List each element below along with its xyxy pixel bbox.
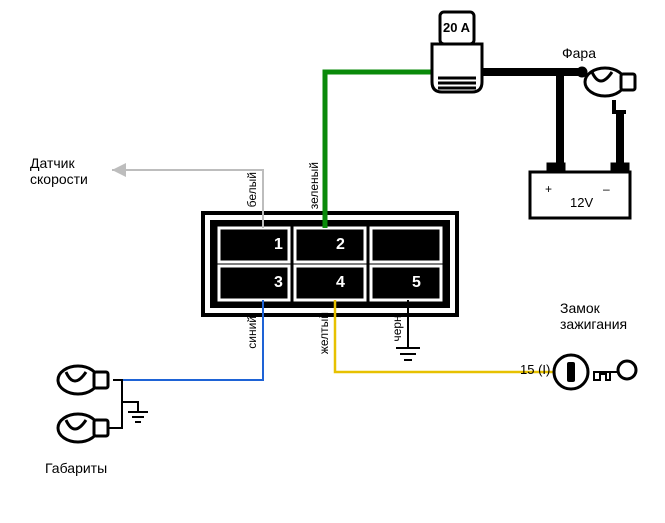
svg-text:+: + xyxy=(545,182,552,196)
svg-text:–: – xyxy=(603,182,610,196)
ignition-terminal: 15 (I) xyxy=(520,362,550,377)
wire-pin1 xyxy=(112,163,263,228)
wire1-label: белый xyxy=(245,172,259,207)
wire2-label: зеленый xyxy=(307,162,321,209)
wire5-label: черн. xyxy=(390,312,404,342)
ignition-lock-icon xyxy=(554,355,636,389)
ignition-label: Замок зажигания xyxy=(560,300,627,332)
pin-2: 2 xyxy=(336,236,345,254)
battery-label: 12V xyxy=(570,195,593,210)
headlight-bulb xyxy=(578,68,635,96)
pin-4: 4 xyxy=(336,274,345,292)
wire4-label: желтый xyxy=(317,312,331,354)
fuse-rating: 20 A xyxy=(443,20,470,35)
wire-pin2 xyxy=(325,72,432,228)
wire3-label: синий xyxy=(245,316,259,349)
connector-block xyxy=(203,213,457,315)
wiring-svg: – + xyxy=(0,0,665,523)
speed-sensor-label: Датчик скорости xyxy=(30,155,88,187)
parking-lights xyxy=(58,366,148,442)
pin-3: 3 xyxy=(274,274,283,292)
pin-5: 5 xyxy=(412,274,421,292)
pin-1: 1 xyxy=(274,236,283,254)
parking-label: Габариты xyxy=(45,460,107,476)
headlight-label: Фара xyxy=(562,45,596,61)
wire-pin3 xyxy=(113,300,263,380)
